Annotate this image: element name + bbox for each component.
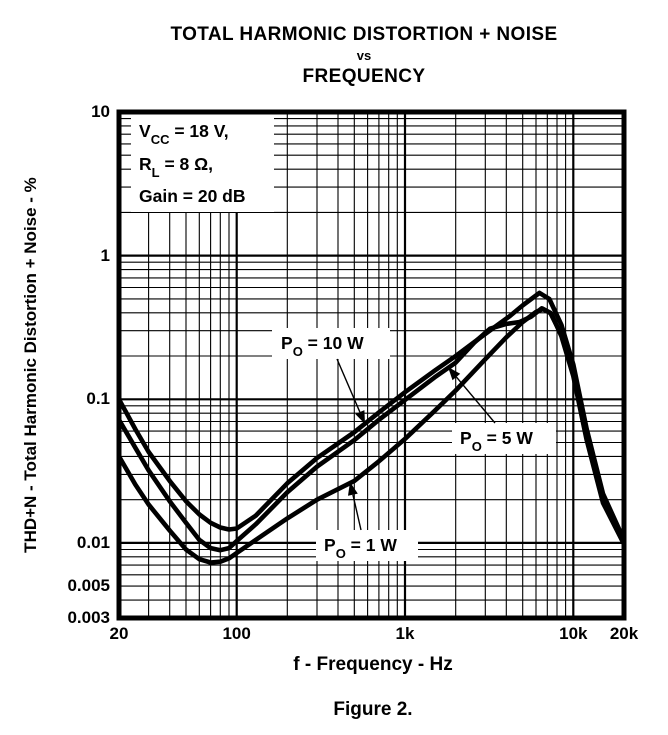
x-axis-title: f - Frequency - Hz — [293, 654, 453, 675]
y-tick-label: 0.01 — [76, 532, 110, 552]
x-tick-label: 1k — [395, 624, 415, 643]
chart-title-frequency: FREQUENCY — [302, 65, 426, 87]
y-tick-label: 0.1 — [86, 389, 110, 409]
y-tick-label: 0.005 — [67, 576, 110, 596]
x-tick-label: 100 — [222, 624, 251, 643]
x-tick-label: 10k — [559, 624, 588, 643]
y-tick-label: 0.003 — [67, 608, 110, 627]
po-subscript: O — [335, 545, 346, 561]
vcc-subscript: CC — [150, 131, 170, 147]
curve-label-5w: PO = 5 W — [460, 428, 533, 454]
chart-title-vs: vs — [356, 47, 372, 63]
chart-title: TOTAL HARMONIC DISTORTION + NOISE — [170, 24, 558, 45]
curve-label-1w: PO = 1 W — [324, 535, 397, 561]
y-tick-label: 10 — [91, 102, 110, 121]
figure-caption: Figure 2. — [333, 699, 413, 720]
y-tick-label: 1 — [100, 245, 110, 265]
condition-rl: RL = 8 Ω, — [139, 154, 214, 180]
condition-gain: Gain = 20 dB — [139, 186, 246, 206]
po-subscript: O — [471, 438, 482, 454]
x-tick-label: 20 — [109, 624, 129, 643]
condition-vcc: VCC = 18 V, — [139, 121, 229, 147]
po-subscript: O — [292, 343, 303, 359]
x-tick-label: 20k — [609, 624, 639, 643]
chart-title-block: TOTAL HARMONIC DISTORTION + NOISE vs FRE… — [60, 24, 668, 88]
rl-subscript: L — [151, 164, 160, 180]
curve-label-10w: PO = 10 W — [281, 333, 364, 359]
